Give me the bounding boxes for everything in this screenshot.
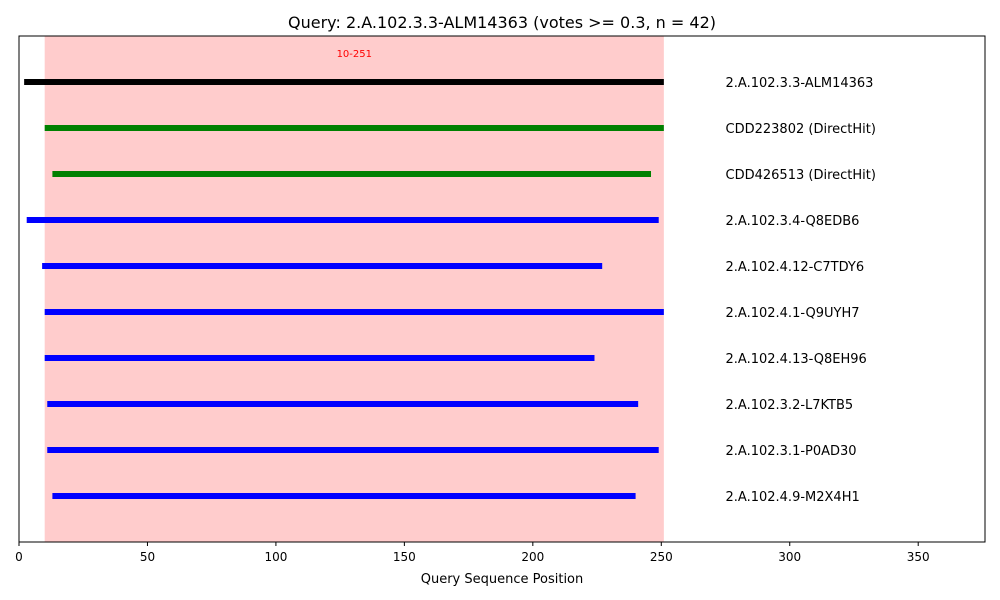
hit-label: CDD223802 (DirectHit) [726,122,876,137]
hit-label: 2.A.102.4.9-M2X4H1 [726,490,860,505]
plot-frame [18,35,986,543]
hit-label: 2.A.102.3.1-P0AD30 [726,444,857,459]
hit-label: CDD426513 (DirectHit) [726,168,876,183]
chart-title: Query: 2.A.102.3.3-ALM14363 (votes >= 0.… [288,13,716,32]
region-label: 10-251 [337,49,372,60]
x-tick-label: 100 [264,550,287,564]
plot-area: 10-251 2.A.102.3.3-ALM14363 CDD223802 (Dir… [15,35,986,564]
hit-label: 2.A.102.4.12-C7TDY6 [726,260,865,275]
x-axis-label: Query Sequence Position [421,572,584,587]
x-tick-label: 0 [15,550,23,564]
x-tick-label: 350 [907,550,930,564]
hit-label: 2.A.102.3.3-ALM14363 [726,76,874,91]
x-tick-label: 300 [778,550,801,564]
highlight-region [44,36,664,542]
hit-label: 2.A.102.3.2-L7KTB5 [726,398,854,413]
hit-label: 2.A.102.4.1-Q9UYH7 [726,306,860,321]
x-tick-label: 150 [393,550,416,564]
x-tick-label: 50 [140,550,155,564]
x-tick-label: 200 [521,550,544,564]
hit-label: 2.A.102.4.13-Q8EH96 [726,352,867,367]
x-tick-label: 250 [650,550,673,564]
hit-label: 2.A.102.3.4-Q8EDB6 [726,214,860,229]
